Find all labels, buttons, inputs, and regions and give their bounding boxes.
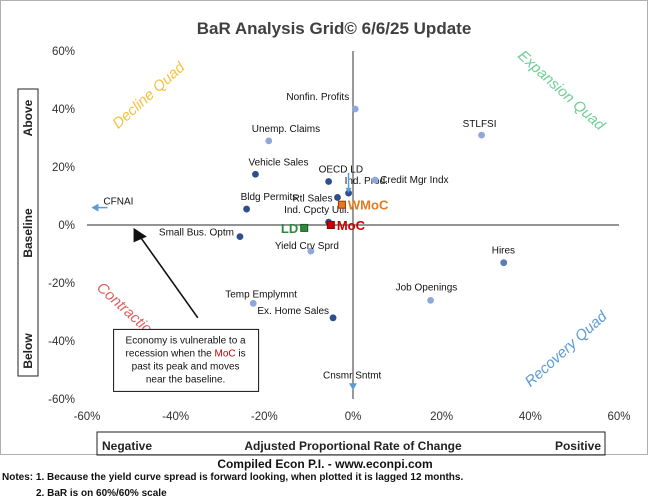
y-tick-label: -60% (48, 394, 75, 406)
data-point (371, 176, 379, 184)
y-tick-label: 60% (52, 46, 75, 58)
quadrant-recovery-label: Recovery Quad (522, 308, 611, 391)
data-point (334, 194, 341, 201)
point-label: Ind. Cpcty Util. (284, 205, 349, 216)
point-label: OECD LD (319, 165, 363, 176)
y-tick-label: -20% (48, 278, 75, 290)
annotation-box (113, 328, 260, 392)
data-point (265, 137, 273, 145)
x-axis-bar (96, 431, 606, 456)
bar-analysis-chart: BaR Analysis Grid© 6/6/25 Update Above B… (17, 19, 631, 456)
data-point (243, 205, 251, 213)
y-bar-below: Below (21, 333, 35, 369)
point-label: CFNAI (103, 197, 133, 208)
x-bar-center: Adjusted Proportional Rate of Change (244, 439, 462, 453)
note-1: Notes: 1. Because the yield curve spread… (2, 472, 464, 483)
data-point (252, 170, 259, 178)
x-bar-negative: Negative (102, 439, 152, 453)
point-label: Bldg Permits (241, 192, 298, 203)
point-label: Vehicle Sales (248, 157, 308, 168)
data-point (500, 259, 508, 267)
y-tick-label: 40% (52, 104, 75, 116)
annotation-line: Economy is vulnerable to a (126, 335, 247, 346)
x-tick-label: -20% (251, 411, 278, 423)
point-label: Hires (492, 246, 515, 257)
x-tick-label: 60% (607, 411, 630, 423)
chart-frame: BaR Analysis Grid© 6/6/25 Update Above B… (0, 0, 648, 456)
marker-moc (326, 221, 335, 229)
point-label: Nonfin. Profits (286, 92, 349, 103)
ind-prod-arrowhead (345, 187, 352, 194)
note-2: 2. BaR is on 60%/60% scale (36, 488, 167, 499)
data-point (329, 314, 337, 322)
y-tick-label: 0% (58, 220, 75, 232)
x-tick-label: 20% (430, 411, 453, 423)
y-bar-above: Above (21, 99, 35, 136)
point-label: Cnsmr Sntmt (323, 370, 382, 381)
point-cnsmr-sntmt-arrow (349, 383, 357, 391)
marker-label-moc: MoC (337, 218, 366, 233)
x-bar-positive: Positive (555, 439, 601, 453)
x-tick-label: 40% (519, 411, 542, 423)
annotation-arrowhead (133, 227, 147, 243)
data-point (478, 131, 485, 139)
marker-wmoc (337, 200, 346, 209)
chart-title: BaR Analysis Grid© 6/6/25 Update (197, 19, 472, 38)
data-point (325, 178, 333, 185)
credit-line: Compiled Econ P.I. - www.econpi.com (217, 457, 433, 471)
annotation-line: past its peak and moves (132, 361, 240, 372)
point-label: Credit Mgr Indx (380, 175, 448, 186)
y-tick-label: -40% (48, 336, 75, 348)
point-cfnai-arrow (91, 203, 99, 212)
marker-label-ld: LD (281, 221, 298, 236)
marker-label-wmoc: WMoC (348, 198, 389, 213)
data-point (307, 247, 315, 255)
x-tick-label: 0% (345, 411, 362, 423)
x-tick-label: -40% (162, 411, 189, 423)
point-label: Rtl Sales (292, 193, 332, 204)
data-point (351, 105, 359, 113)
quadrant-expansion-label: Expansion Quad (514, 47, 608, 134)
y-bar-baseline: Baseline (21, 208, 35, 258)
point-label: Ex. Home Sales (257, 306, 329, 317)
x-tick-label: -60% (74, 411, 101, 423)
point-label: Ind. Prod. (345, 176, 388, 187)
point-label: Temp Emplymnt (225, 289, 297, 300)
point-label: Small Bus. Optm (159, 228, 234, 239)
data-point (427, 297, 434, 304)
y-axis-bar (17, 88, 39, 377)
point-label: Job Openings (396, 282, 458, 293)
point-label: STLFSI (463, 119, 497, 130)
data-point (249, 299, 257, 307)
point-label: Unemp. Claims (252, 124, 320, 135)
annotation-line: near the baseline. (146, 374, 226, 385)
y-tick-label: 20% (52, 162, 75, 174)
annotation-line: recession when the MoC is (126, 348, 246, 359)
quadrant-decline-label: Decline Quad (109, 58, 188, 132)
plot-area: 60% 40% 20% 0% -20% -40% -60% -60% -40% -20% 0% 20%… (48, 46, 630, 423)
point-label: Yield Crv Sprd (275, 241, 339, 252)
marker-ld (300, 223, 309, 232)
annotation-arrow-shaft (137, 233, 199, 319)
data-point (236, 233, 244, 241)
